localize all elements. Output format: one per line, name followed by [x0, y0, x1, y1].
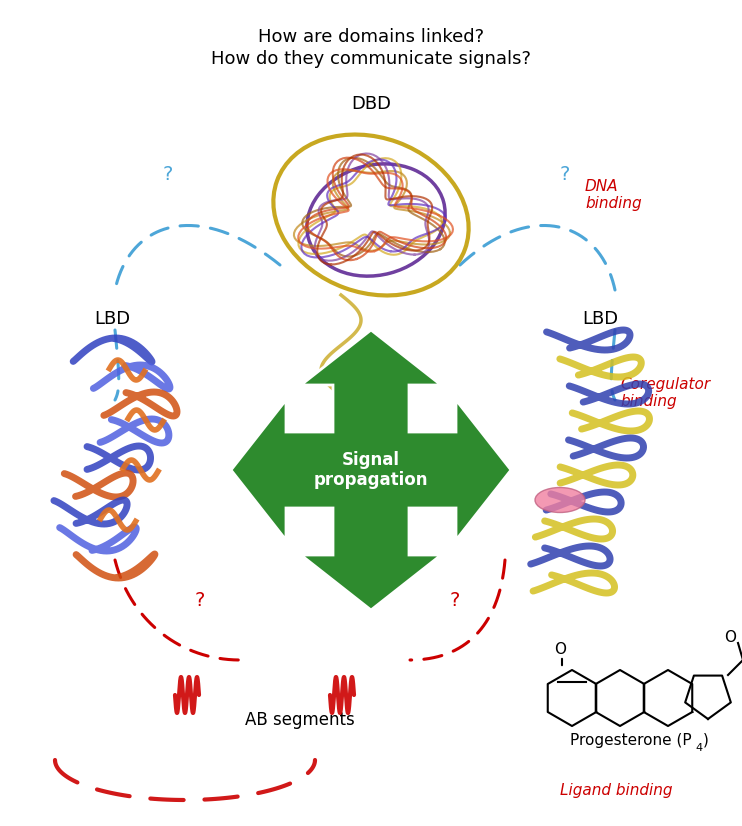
Text: DBD: DBD [351, 95, 391, 113]
Text: Progesterone (P: Progesterone (P [570, 733, 692, 748]
Text: How do they communicate signals?: How do they communicate signals? [211, 50, 531, 68]
Text: O: O [724, 629, 736, 644]
Text: Ligand binding: Ligand binding [560, 782, 672, 797]
Text: LBD: LBD [94, 310, 130, 328]
Ellipse shape [535, 487, 585, 512]
Text: ?: ? [559, 165, 570, 184]
Text: LBD: LBD [582, 310, 618, 328]
Text: 4: 4 [695, 743, 702, 753]
Text: ?: ? [162, 165, 173, 184]
Text: ?: ? [195, 591, 206, 610]
Text: O: O [554, 643, 566, 657]
Text: Coregulator
binding: Coregulator binding [620, 377, 710, 409]
Text: Signal
propagation: Signal propagation [314, 451, 428, 489]
Text: ?: ? [450, 591, 460, 610]
Text: ): ) [703, 733, 709, 748]
Polygon shape [231, 330, 511, 610]
Text: DNA
binding: DNA binding [585, 178, 642, 211]
Text: AB segments: AB segments [245, 711, 355, 729]
Text: How are domains linked?: How are domains linked? [258, 28, 484, 46]
Text: DBD: DBD [351, 358, 391, 376]
